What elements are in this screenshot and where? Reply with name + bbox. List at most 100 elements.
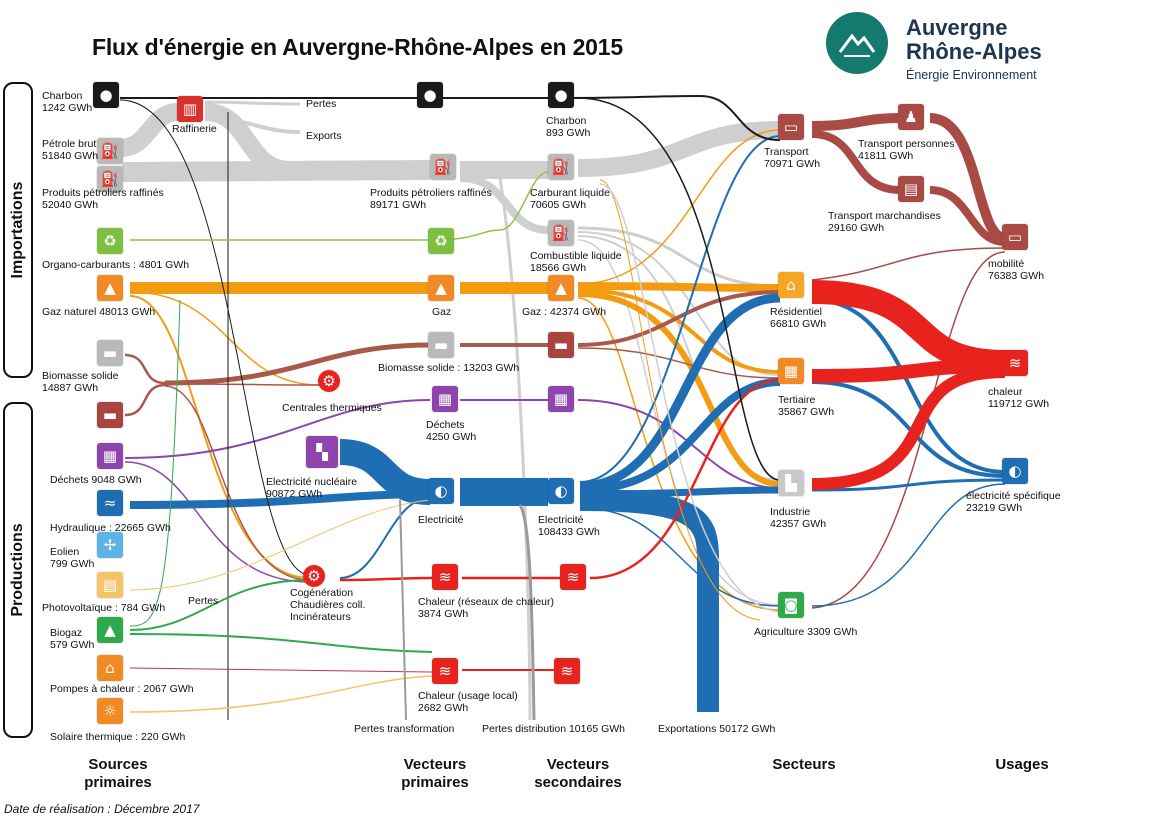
flow-gaz-industrie [577, 291, 781, 487]
flow-dechets-vp [124, 399, 431, 459]
electricity-flows [129, 135, 1006, 712]
label-line: 42357 GWh [770, 518, 827, 530]
logo-subtitle: Énergie Environnement [906, 68, 1037, 82]
label-eolien: Eolien 799 GWh [50, 546, 94, 570]
flow-organo-vp [130, 171, 549, 241]
flow-personnes-mobilite [929, 113, 1007, 243]
truck-icon: ▭ [778, 114, 804, 140]
wood-log-icon: ▬ [428, 332, 454, 358]
label-line: mobilité [988, 258, 1025, 270]
label-line: Transport marchandises [828, 210, 941, 222]
flow-residentiel-chaleur [811, 280, 1006, 374]
oil-pump-icon: ⛽ [548, 220, 574, 246]
gas-flows [129, 129, 781, 611]
waste-flows [124, 399, 781, 583]
label-line: 2682 GWh [418, 702, 469, 714]
house-icon: ⌂ [778, 272, 804, 298]
flow-biomasse-centrales [164, 383, 321, 386]
label-line: Agriculture 3309 GWh [754, 626, 858, 638]
flow-gaz-transport [577, 129, 781, 285]
label-line: Charbon [42, 90, 83, 102]
coal-icon: ● [548, 82, 574, 108]
label-line: Pertes [306, 98, 337, 110]
flow-biomasse-cogen [164, 385, 311, 581]
flow-combustible-residentiel [577, 226, 781, 288]
label-line: 4250 GWh [426, 431, 477, 443]
label-biomasse-src: Biomasse solide 14887 GWh [42, 370, 118, 394]
heat-pump-icon: ⌂ [97, 655, 123, 681]
label-carburant: Carburant liquide 70605 GWh [530, 187, 610, 211]
label-line: Exports [306, 130, 342, 142]
flow-grey-thin2 [599, 183, 781, 613]
flow-marchandises-mobilite [929, 186, 1006, 246]
flow-ppr-src-main [121, 160, 431, 182]
label-line: Déchets [426, 419, 465, 431]
label-raffinerie: Raffinerie [172, 123, 217, 135]
column-usages: Usages [995, 756, 1049, 773]
flow-biogaz-pertes [129, 299, 181, 627]
mobility-flows [811, 113, 1007, 609]
organo-fuel-icon: ♻ [428, 228, 454, 254]
local-heat-icon: ≋ [554, 658, 580, 684]
solar-panel-icon: ▤ [97, 572, 123, 598]
flow-elec-transport [579, 135, 781, 483]
heat-waves-icon: ≋ [1002, 350, 1028, 376]
flow-agri-mobilite [811, 251, 1006, 609]
label-charbon-vs: Charbon 893 GWh [546, 115, 590, 139]
label-line: Chaleur (réseaux de chaleur) [418, 596, 554, 608]
label-pertes-top: Pertes [306, 98, 336, 110]
label-line: Déchets 9048 GWh [50, 474, 142, 486]
flow-residentiel-mobilite [811, 247, 1006, 281]
flow-biomasse-vp [164, 342, 431, 386]
wood-log-icon: ▬ [97, 340, 123, 366]
flow-chaleur-secteurs [589, 378, 781, 580]
oil-pump-icon: ⛽ [97, 166, 123, 192]
label-elec-spec: électricité spécifique 23219 GWh [966, 490, 1061, 514]
flow-carburant-transport [577, 121, 781, 177]
label-combustible: Combustible liquide 18566 GWh [530, 250, 622, 274]
flow-pv-electricite [129, 499, 431, 591]
label-line: Solaire thermique : 220 GWh [50, 731, 186, 743]
flow-tertiaire-elecspec [811, 380, 1006, 478]
oil-flows [118, 100, 781, 721]
flow-pertes-distrib [518, 504, 536, 721]
label-line: Raffinerie [172, 123, 217, 135]
flow-cogen-electricite [339, 497, 431, 579]
label-line: Résidentiel [770, 306, 822, 318]
label-line: chaleur [988, 386, 1023, 398]
label-tertiaire: Tertiaire 35867 GWh [778, 394, 834, 418]
column-secteurs: Secteurs [772, 756, 836, 773]
label-line: Chaleur (usage local) [418, 690, 518, 702]
label-line: 29160 GWh [828, 222, 885, 234]
waste-bin-icon: ▦ [548, 386, 574, 412]
flow-hydraulique-electricite [129, 490, 431, 509]
label-line: 18566 GWh [530, 262, 587, 274]
power-plant-gear-icon: ⚙ [318, 370, 340, 392]
flow-carburant-thin1 [599, 179, 761, 621]
flow-biogaz-vp [129, 633, 433, 653]
label-line: 3874 GWh [418, 608, 469, 620]
label-industrie: Industrie 42357 GWh [770, 506, 826, 530]
group-productions: Productions [3, 402, 33, 738]
flow-gaz-residentiel [577, 282, 781, 292]
label-cogeneration: Cogénération Chaudières coll. Incinérateur… [290, 587, 365, 623]
label-line: Tertiaire [778, 394, 816, 406]
label-line: Hydraulique : 22665 GWh [50, 522, 171, 534]
label-dechets-vp: Déchets 4250 GWh [426, 419, 476, 443]
label-pertes-mid: Pertes [188, 595, 218, 607]
oil-pump-icon: ⛽ [430, 154, 456, 180]
label-pertes-transfo: Pertes transformation [354, 723, 454, 735]
label-line: Charbon [546, 115, 587, 127]
freight-train-icon: ▤ [898, 176, 924, 202]
label-gaz-src: Gaz naturel 48013 GWh [42, 306, 155, 318]
label-line: Pertes transformation [354, 723, 455, 735]
refinery-icon: ▥ [177, 96, 203, 122]
label-line: Gaz : 42374 GWh [522, 306, 607, 318]
people-transport-icon: ♟ [898, 104, 924, 130]
column-vecteurs-secondaires: Vecteurs secondaires [534, 756, 622, 791]
flow-biomasse-tertiaire [577, 347, 781, 379]
label-line: 893 GWh [546, 127, 591, 139]
flow-gaz-cogen [129, 295, 311, 579]
